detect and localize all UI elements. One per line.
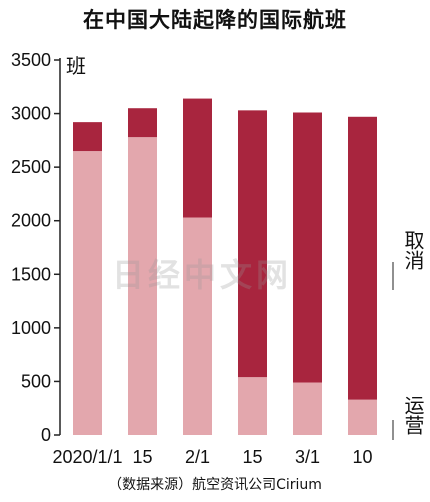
label-operated: 运营 <box>398 395 425 443</box>
y-axis-unit: 班 <box>66 54 86 78</box>
bar-segment-cancelled <box>293 112 322 383</box>
bar-segment-operated <box>348 399 377 435</box>
y-tick-label: 2000 <box>11 211 51 231</box>
bar-segment-operated <box>183 217 212 435</box>
bar-segment-cancelled <box>183 98 212 218</box>
y-tick-label: 3500 <box>11 50 51 70</box>
label-cancelled: 取消 <box>398 230 425 278</box>
y-tick-label: 0 <box>41 425 51 445</box>
y-tick-label: 500 <box>21 371 51 391</box>
x-tick-label: 15 <box>132 447 152 467</box>
data-source-note: （数据来源）航空资讯公司Cirium <box>108 477 322 493</box>
bar-segment-operated <box>73 151 102 436</box>
bar-segment-cancelled <box>348 116 377 400</box>
y-tick-label: 2500 <box>11 157 51 177</box>
bar-segment-cancelled <box>128 108 157 138</box>
label-cancelled-text: 取消 <box>401 230 425 270</box>
x-tick-label: 2020/1/1 <box>52 447 122 467</box>
x-tick-label: 3/1 <box>295 447 320 467</box>
bar-segment-cancelled <box>238 110 267 378</box>
y-tick-label: 1000 <box>11 318 51 338</box>
bar-segment-operated <box>128 137 157 435</box>
x-tick-label: 2/1 <box>185 447 210 467</box>
x-tick-label: 15 <box>242 447 262 467</box>
bar-segment-operated <box>238 377 267 435</box>
y-tick-label: 1500 <box>11 264 51 284</box>
x-tick-label: 10 <box>352 447 372 467</box>
bar-segment-operated <box>293 382 322 435</box>
y-tick-label: 3000 <box>11 104 51 124</box>
bar-segment-cancelled <box>73 122 102 152</box>
chart-title: 在中国大陆起降的国际航班 <box>83 8 347 32</box>
watermark-text: 日经中文网 <box>112 256 293 294</box>
label-operated-text: 运营 <box>401 395 425 435</box>
